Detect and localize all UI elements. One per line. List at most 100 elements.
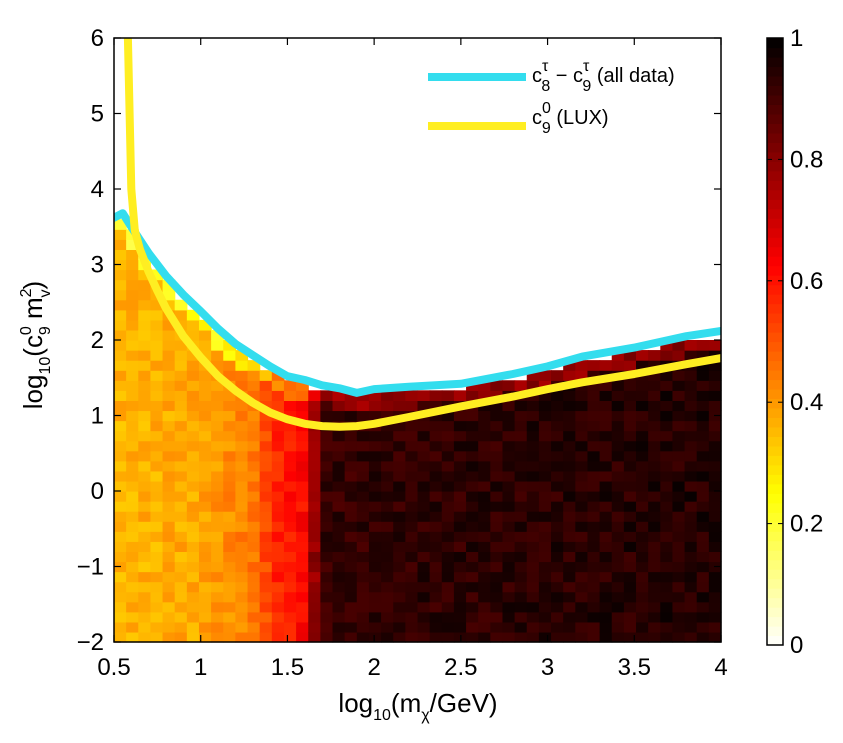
heatmap-cell [708,390,722,401]
heatmap-cell [332,501,346,512]
heatmap-cell [271,430,285,442]
heatmap-cell [575,370,589,381]
heatmap-cell [114,631,127,643]
heatmap-cell [381,460,394,472]
heatmap-cell [611,350,625,361]
colorbar-step [767,75,783,87]
heatmap-cell [623,390,637,401]
heatmap-cell [114,229,127,240]
heatmap-cell [344,551,358,563]
heatmap-cell [696,591,710,603]
heatmap-cell [198,621,212,633]
heatmap-cell [308,621,321,633]
heatmap-cell [526,400,540,412]
heatmap-cell [198,340,212,351]
heatmap-cell [283,380,297,391]
heatmap-cell [174,420,188,432]
heatmap-cell [696,390,710,401]
y-tick-label: −1 [77,554,104,581]
heatmap-cell [538,531,552,542]
heatmap-cell [126,450,139,462]
heatmap-cell [453,541,467,552]
heatmap-cell [453,561,467,573]
heatmap-cell [672,561,686,573]
heatmap-cell [453,601,467,613]
heatmap-cell [150,531,164,542]
heatmap-cell [198,420,212,432]
heatmap-cell [636,390,649,401]
heatmap-cell [636,360,649,371]
heatmap-cell [526,521,540,532]
heatmap-cell [696,460,710,472]
heatmap-cell [538,480,552,492]
heatmap-cell [162,601,176,613]
heatmap-cell [648,531,661,542]
heatmap-cell [611,390,625,401]
heatmap-cell [247,360,261,371]
colorbar-step [767,66,783,77]
heatmap-cell [623,350,637,361]
heatmap-cell [174,621,188,633]
heatmap-cell [332,551,346,563]
heatmap-cell [235,440,249,452]
heatmap-cell [429,390,443,401]
heatmap-cell [623,460,637,472]
heatmap-cell [660,541,674,552]
heatmap-cell [684,350,698,361]
heatmap-cell [344,501,358,512]
heatmap-cell [660,420,674,432]
heatmap-cell [466,521,479,532]
heatmap-cell [381,571,394,583]
heatmap-cell [296,460,309,472]
heatmap-cell [332,631,346,643]
heatmap-cell [186,551,200,563]
heatmap-cell [235,581,249,593]
heatmap-cell [138,430,152,442]
heatmap-cell [575,521,589,532]
heatmap-cell [247,631,261,643]
heatmap-cell [453,551,467,563]
heatmap-cell [611,400,625,412]
heatmap-cell [223,541,236,552]
heatmap-cell [138,289,152,301]
heatmap-cell [126,259,139,271]
heatmap-cell [162,491,176,502]
heatmap-cell [538,561,552,573]
heatmap-cell [478,571,491,583]
heatmap-cell [259,450,273,462]
heatmap-cell [381,551,394,563]
heatmap-cell [174,370,188,381]
heatmap-cell [526,571,540,583]
heatmap-cell [174,430,188,442]
heatmap-cell [368,450,382,462]
heatmap-cell [466,561,479,573]
heatmap-cell [502,491,516,502]
heatmap-cell [368,571,382,583]
heatmap-cell [684,370,698,381]
heatmap-cell [405,440,419,452]
heatmap-cell [308,581,321,593]
heatmap-cell [223,450,236,462]
heatmap-cell [162,289,176,301]
heatmap-cell [320,430,334,442]
heatmap-cell [162,541,176,552]
heatmap-cell [211,410,224,422]
heatmap-cell [648,370,661,381]
heatmap-cell [660,350,674,361]
heatmap-cell [648,390,661,401]
heatmap-cell [478,581,491,593]
heatmap-cell [162,591,176,603]
heatmap-cell [126,501,139,512]
heatmap-cell [381,561,394,573]
heatmap-cell [247,591,261,603]
heatmap-cell [599,450,613,462]
heatmap-cell [356,551,370,563]
heatmap-cell [162,611,176,623]
colorbar-step [767,341,783,352]
heatmap-cell [114,501,127,512]
colorbar-step [767,284,783,295]
heatmap-cell [344,581,358,593]
heatmap-cell [599,360,613,371]
heatmap-cell [575,601,589,613]
heatmap-cell [211,621,224,633]
